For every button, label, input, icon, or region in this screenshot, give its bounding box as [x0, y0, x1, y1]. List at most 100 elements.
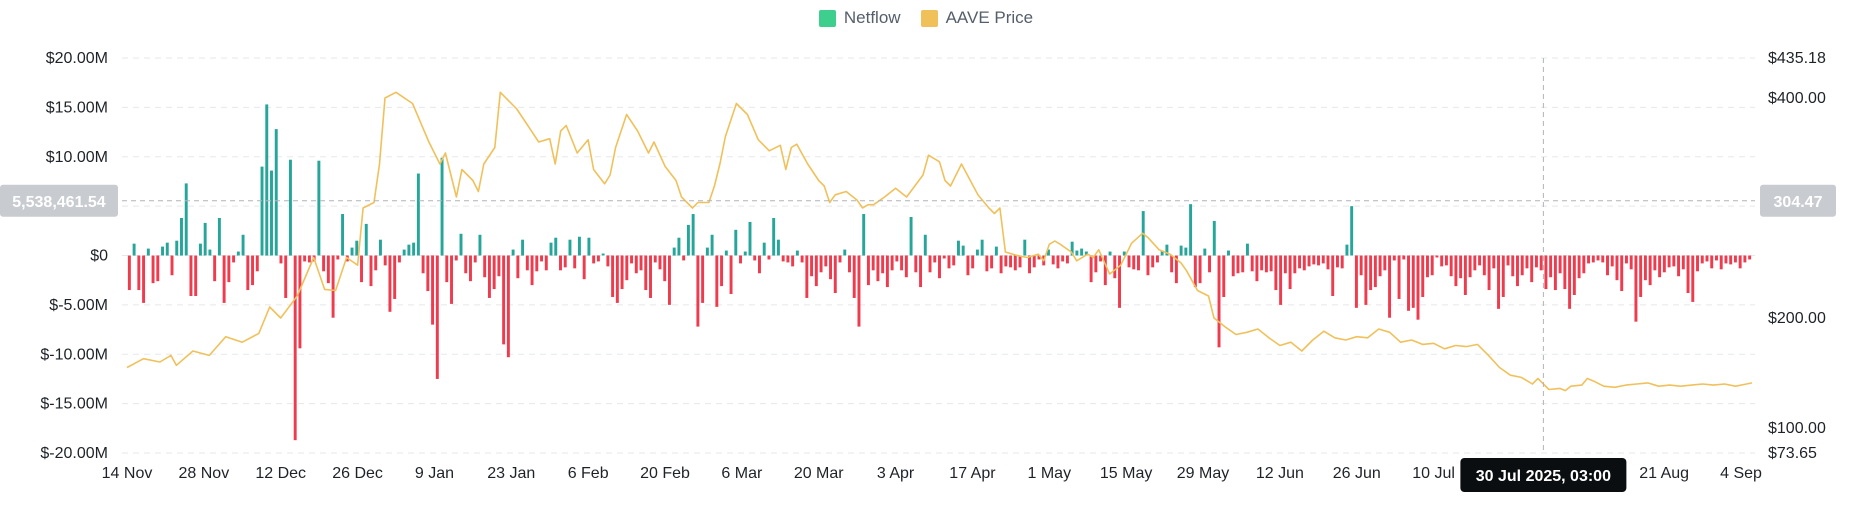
netflow-bar [800, 255, 804, 263]
netflow-bar [686, 224, 690, 256]
netflow-bar [1009, 255, 1013, 268]
netflow-bar [1283, 255, 1287, 274]
netflow-bar [1714, 255, 1718, 261]
netflow-bar [734, 229, 738, 256]
netflow-bar [791, 255, 795, 267]
netflow-bar [1601, 255, 1605, 263]
netflow-bar [1440, 255, 1444, 267]
legend-item-netflow[interactable]: Netflow [818, 8, 901, 28]
netflow-bar [644, 255, 648, 291]
netflow-bar [990, 255, 994, 269]
netflow-bar [919, 255, 923, 288]
netflow-bar [885, 255, 889, 288]
netflow-bar [1307, 255, 1311, 267]
netflow-bar [1696, 255, 1699, 272]
netflow-bar [781, 255, 785, 262]
netflow-bar [1118, 255, 1121, 308]
netflow-bar [933, 255, 937, 263]
netflow-bar [743, 251, 747, 256]
netflow-bar [1662, 255, 1666, 273]
netflow-bar [189, 255, 193, 296]
netflow-bar [871, 255, 875, 271]
netflow-bar [1558, 255, 1562, 274]
netflow-bar [369, 255, 373, 287]
netflow-bar [208, 249, 212, 256]
x-axis-tick-label: 28 Nov [179, 465, 230, 482]
netflow-bar [1478, 255, 1482, 266]
netflow-bar [132, 243, 136, 256]
x-axis-tick-label: 6 Mar [721, 465, 763, 482]
legend: Netflow AAVE Price [0, 8, 1852, 28]
x-axis-tick-label: 6 Feb [568, 465, 609, 482]
x-axis-tick-label: 12 Dec [255, 465, 306, 482]
netflow-bar [658, 255, 662, 270]
netflow-bar [1681, 255, 1685, 270]
netflow-bar [677, 237, 681, 256]
netflow-bar [246, 255, 250, 291]
crosshair-right-tag [1760, 184, 1836, 217]
netflow-bar [805, 255, 809, 298]
netflow-bar [1236, 255, 1240, 274]
netflow-bar [1279, 255, 1283, 305]
netflow-bar [1435, 255, 1439, 258]
netflow-bar [151, 255, 155, 284]
netflow-bar [284, 255, 288, 298]
netflow-bar [1089, 255, 1093, 283]
netflow-bar [1743, 255, 1747, 263]
legend-item-aave-price[interactable]: AAVE Price [920, 8, 1033, 28]
netflow-bar [833, 255, 837, 294]
x-axis-tick-label: 10 Jul [1412, 465, 1455, 482]
right-axis-tick-label: $200.00 [1768, 310, 1826, 327]
netflow-bar [1487, 255, 1491, 291]
x-axis-tick-label: 21 Aug [1639, 465, 1689, 482]
netflow-bar [464, 255, 468, 274]
netflow-bar [715, 255, 719, 307]
netflow-bar [758, 255, 761, 274]
netflow-bar [336, 255, 340, 260]
netflow-bar [705, 247, 709, 256]
netflow-bar [620, 255, 624, 290]
netflow-bar [1700, 255, 1704, 264]
netflow-bar [535, 255, 539, 272]
netflow-bar [1402, 255, 1406, 260]
netflow-bar [203, 222, 207, 256]
netflow-bar [824, 255, 828, 267]
x-axis-tick-label: 3 Apr [877, 465, 915, 482]
netflow-bar [876, 255, 880, 282]
netflow-bar [1354, 255, 1358, 308]
netflow-bar [511, 249, 515, 256]
netflow-bar [506, 255, 510, 358]
netflow-bar [1534, 255, 1538, 268]
netflow-bar [582, 255, 586, 280]
netflow-bar [909, 216, 913, 256]
netflow-bar [175, 240, 179, 256]
netflow-bar [1369, 255, 1373, 291]
netflow-bar [322, 255, 326, 272]
netflow-bar [1023, 239, 1027, 256]
netflow-bar [1459, 255, 1463, 279]
netflow-bar [1378, 255, 1382, 277]
netflow-bar [1677, 255, 1681, 277]
left-axis-tick-label: $10.00M [46, 149, 108, 166]
netflow-bar [1468, 255, 1472, 278]
netflow-bar [682, 255, 686, 261]
netflow-bar [1032, 255, 1036, 268]
netflow-bar [1184, 247, 1188, 256]
x-axis-tick-label: 4 Sep [1720, 465, 1762, 482]
netflow-bar [843, 249, 847, 256]
netflow-bar [1454, 255, 1458, 287]
netflow-bar [1170, 255, 1174, 273]
netflow-bar [1013, 255, 1017, 271]
netflow-bar [469, 255, 472, 282]
right-axis-tick-label: $400.00 [1768, 90, 1826, 107]
netflow-bar [1108, 251, 1112, 256]
netflow-bar [848, 255, 851, 273]
netflow-bar [710, 234, 714, 256]
netflow-bar [1250, 255, 1254, 272]
netflow-bar [1549, 255, 1553, 278]
netflow-bar [819, 255, 823, 273]
netflow-bar [952, 255, 956, 266]
netflow-bar [701, 255, 705, 303]
netflow-bar [1615, 255, 1619, 281]
